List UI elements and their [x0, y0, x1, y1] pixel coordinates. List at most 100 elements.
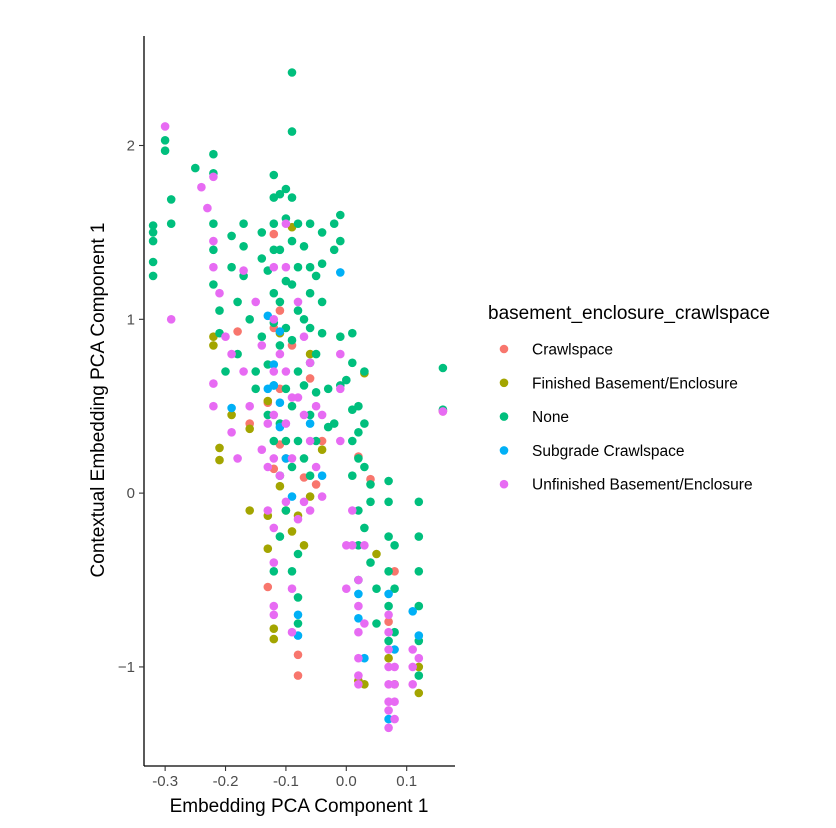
- legend-key: [499, 378, 509, 388]
- data-point: [227, 428, 236, 437]
- data-point: [342, 541, 351, 550]
- data-point: [233, 297, 242, 307]
- data-point: [348, 471, 357, 481]
- data-point: [336, 349, 345, 359]
- data-point: [354, 671, 363, 680]
- data-point: [287, 127, 297, 136]
- data-point: [257, 228, 267, 237]
- data-point: [287, 527, 297, 536]
- data-point: [384, 706, 393, 715]
- data-point: [299, 454, 309, 463]
- data-point: [209, 280, 218, 289]
- data-point: [269, 288, 279, 298]
- data-point: [215, 288, 224, 298]
- data-point: [384, 697, 393, 706]
- data-point: [269, 634, 279, 644]
- data-point: [354, 541, 363, 550]
- y-axis-ticks: −1 0 1 2: [118, 138, 144, 676]
- data-point: [269, 360, 279, 369]
- data-point: [336, 268, 345, 277]
- data-point: [299, 541, 309, 550]
- data-point: [209, 219, 218, 228]
- data-point: [275, 471, 285, 481]
- data-point: [281, 367, 291, 376]
- data-point: [227, 231, 236, 241]
- data-point: [239, 242, 248, 251]
- data-point: [366, 480, 375, 489]
- data-point: [293, 219, 303, 228]
- data-point: [305, 436, 315, 446]
- data-point: [293, 436, 303, 446]
- data-point: [317, 445, 327, 455]
- data-point: [348, 541, 357, 550]
- data-point: [360, 367, 369, 376]
- data-point: [263, 410, 273, 420]
- data-point: [384, 662, 393, 672]
- data-point: [299, 410, 309, 420]
- data-point: [269, 523, 279, 533]
- data-point: [305, 492, 315, 501]
- data-point: [221, 367, 230, 376]
- data-point: [257, 341, 267, 350]
- data-point: [384, 601, 393, 611]
- data-point: [287, 280, 297, 289]
- data-point: [354, 428, 363, 437]
- data-point: [233, 327, 242, 336]
- data-point: [275, 306, 285, 315]
- data-point: [414, 532, 424, 541]
- data-point: [275, 327, 285, 336]
- data-point: [263, 419, 273, 428]
- data-point: [354, 653, 363, 663]
- data-point: [305, 349, 315, 359]
- data-point: [414, 497, 424, 507]
- data-point: [366, 497, 375, 507]
- data-point: [148, 221, 158, 230]
- legend-key: [499, 344, 509, 354]
- data-point: [209, 379, 218, 388]
- data-point: [348, 358, 357, 368]
- data-point: [384, 645, 393, 654]
- data-point: [239, 219, 248, 228]
- data-point: [293, 619, 303, 628]
- data-point: [299, 332, 309, 342]
- data-point: [269, 567, 279, 576]
- data-point: [366, 558, 375, 567]
- data-point: [263, 506, 273, 515]
- data-point: [311, 401, 321, 411]
- data-point: [414, 631, 424, 640]
- data-point: [390, 714, 399, 724]
- data-point: [293, 306, 303, 315]
- data-point: [281, 419, 291, 428]
- data-point: [329, 219, 339, 228]
- data-point: [166, 195, 176, 204]
- data-point: [311, 349, 321, 359]
- x-axis-title: Embedding PCA Component 1: [170, 796, 429, 817]
- series-crawlspace: [233, 229, 448, 686]
- data-point: [342, 375, 351, 385]
- data-point: [227, 349, 236, 359]
- data-point: [384, 636, 393, 646]
- data-point: [354, 589, 363, 599]
- data-point: [299, 381, 309, 390]
- data-point: [227, 262, 236, 272]
- data-point: [275, 481, 285, 491]
- data-point: [281, 262, 291, 272]
- data-point: [257, 445, 267, 455]
- data-point: [275, 189, 285, 199]
- data-point: [269, 454, 279, 463]
- data-point: [209, 149, 218, 159]
- data-point: [384, 627, 393, 637]
- data-point: [305, 262, 315, 272]
- legend-key: [499, 479, 509, 489]
- data-point: [311, 462, 321, 472]
- data-point: [221, 332, 230, 342]
- data-point: [414, 601, 424, 611]
- data-point: [251, 297, 260, 307]
- legend-label: Unfinished Basement/Enclosure: [532, 477, 753, 494]
- y-tick-label: 1: [127, 311, 135, 328]
- data-point: [160, 146, 170, 155]
- data-point: [299, 497, 309, 507]
- series-subgrade-crawlspace: [227, 268, 424, 724]
- data-point: [354, 601, 363, 611]
- data-point: [336, 236, 345, 246]
